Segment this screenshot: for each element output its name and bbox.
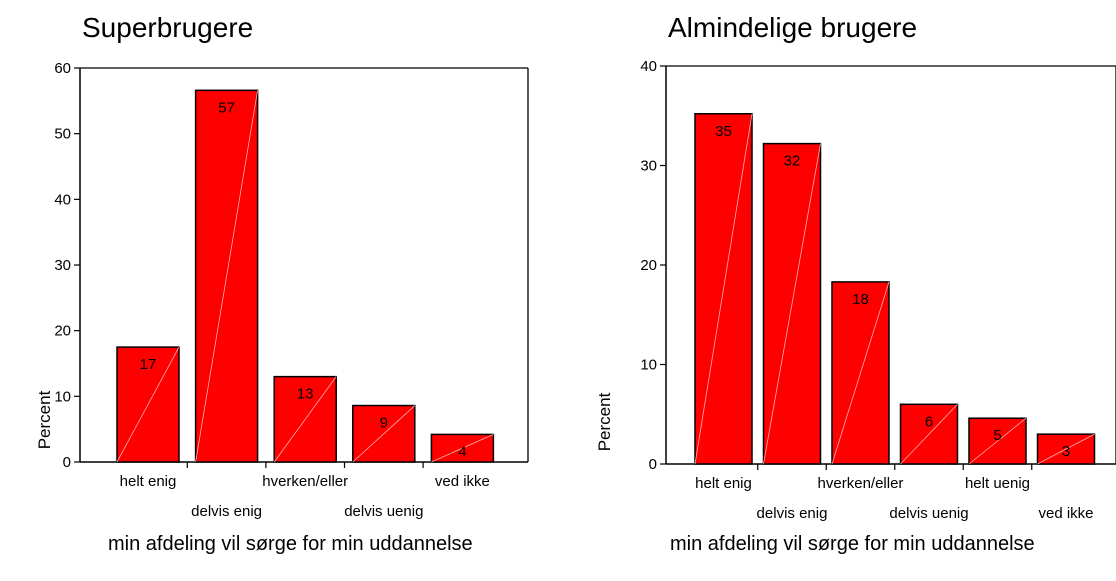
x-tick-label: helt uenig [965,475,1030,492]
y-tick-label: 40 [54,191,71,208]
y-tick-label: 20 [54,323,71,340]
x-tick-label: delvis uenig [344,503,423,520]
data-label: 9 [380,415,388,432]
x-tick-label: delvis enig [191,503,262,520]
bar-hatch-line [431,434,494,463]
y-tick-label: 60 [54,60,71,77]
bar-hatch-line [831,281,890,465]
y-tick-label: 50 [54,126,71,143]
x-tick-label: ved ikke [1038,505,1093,522]
bar-hatch-line [273,376,337,463]
y-tick-label: 10 [640,357,657,374]
bar-hatch-line [763,143,821,465]
x-tick-label: helt enig [120,473,177,490]
data-label: 13 [297,386,314,403]
bar-hatch-line [195,90,258,463]
data-label: 32 [784,153,801,170]
x-tick-label: helt enig [695,475,752,492]
bar-hatch-line [694,113,753,465]
data-label: 18 [852,291,869,308]
x-tick-label: hverken/eller [818,475,904,492]
data-label: 35 [715,123,732,140]
y-tick-label: 30 [54,257,71,274]
x-axis-title: min afdeling vil sørge for min uddannels… [108,533,473,555]
data-label: 4 [458,443,466,460]
y-tick-label: 30 [640,158,657,175]
x-axis-title: min afdeling vil sørge for min uddannels… [670,533,1035,555]
y-axis-title: Percent [595,392,614,451]
chart-panel-superbrugere: Superbrugere Percent 0 10 20 30 40 50 60 17 helt … [35,12,529,555]
y-tick-label: 10 [54,388,71,405]
y-axis-title: Percent [35,390,54,449]
bar-chart-superbrugere: Percent 0 10 20 30 40 50 60 17 helt enig 57 delvis … [35,60,529,520]
y-tick-label: 0 [63,454,71,471]
x-tick-label: delvis enig [757,505,828,522]
bar-hatch-line [968,417,1027,465]
x-tick-label: delvis uenig [889,505,968,522]
chart-title: Almindelige brugere [668,12,918,43]
data-label: 57 [218,99,235,116]
data-label: 6 [925,413,933,430]
data-label: 5 [993,427,1001,444]
y-tick-label: 0 [649,456,657,473]
bar-hatch-line [116,346,180,463]
bar-hatch-line [352,405,416,463]
bar-hatch-line [1037,433,1095,465]
x-tick-label: ved ikke [435,473,490,490]
chart-title: Superbrugere [82,12,254,43]
y-tick-label: 40 [640,58,657,75]
bar-hatch-line [900,404,958,465]
x-tick-label: hverken/eller [262,473,348,490]
chart-panel-almindelige-brugere: Almindelige brugere Percent 0 10 20 30 40 35 he… [558,0,1116,581]
data-label: 17 [140,356,157,373]
data-label: 3 [1062,443,1070,460]
y-tick-label: 20 [640,257,657,274]
